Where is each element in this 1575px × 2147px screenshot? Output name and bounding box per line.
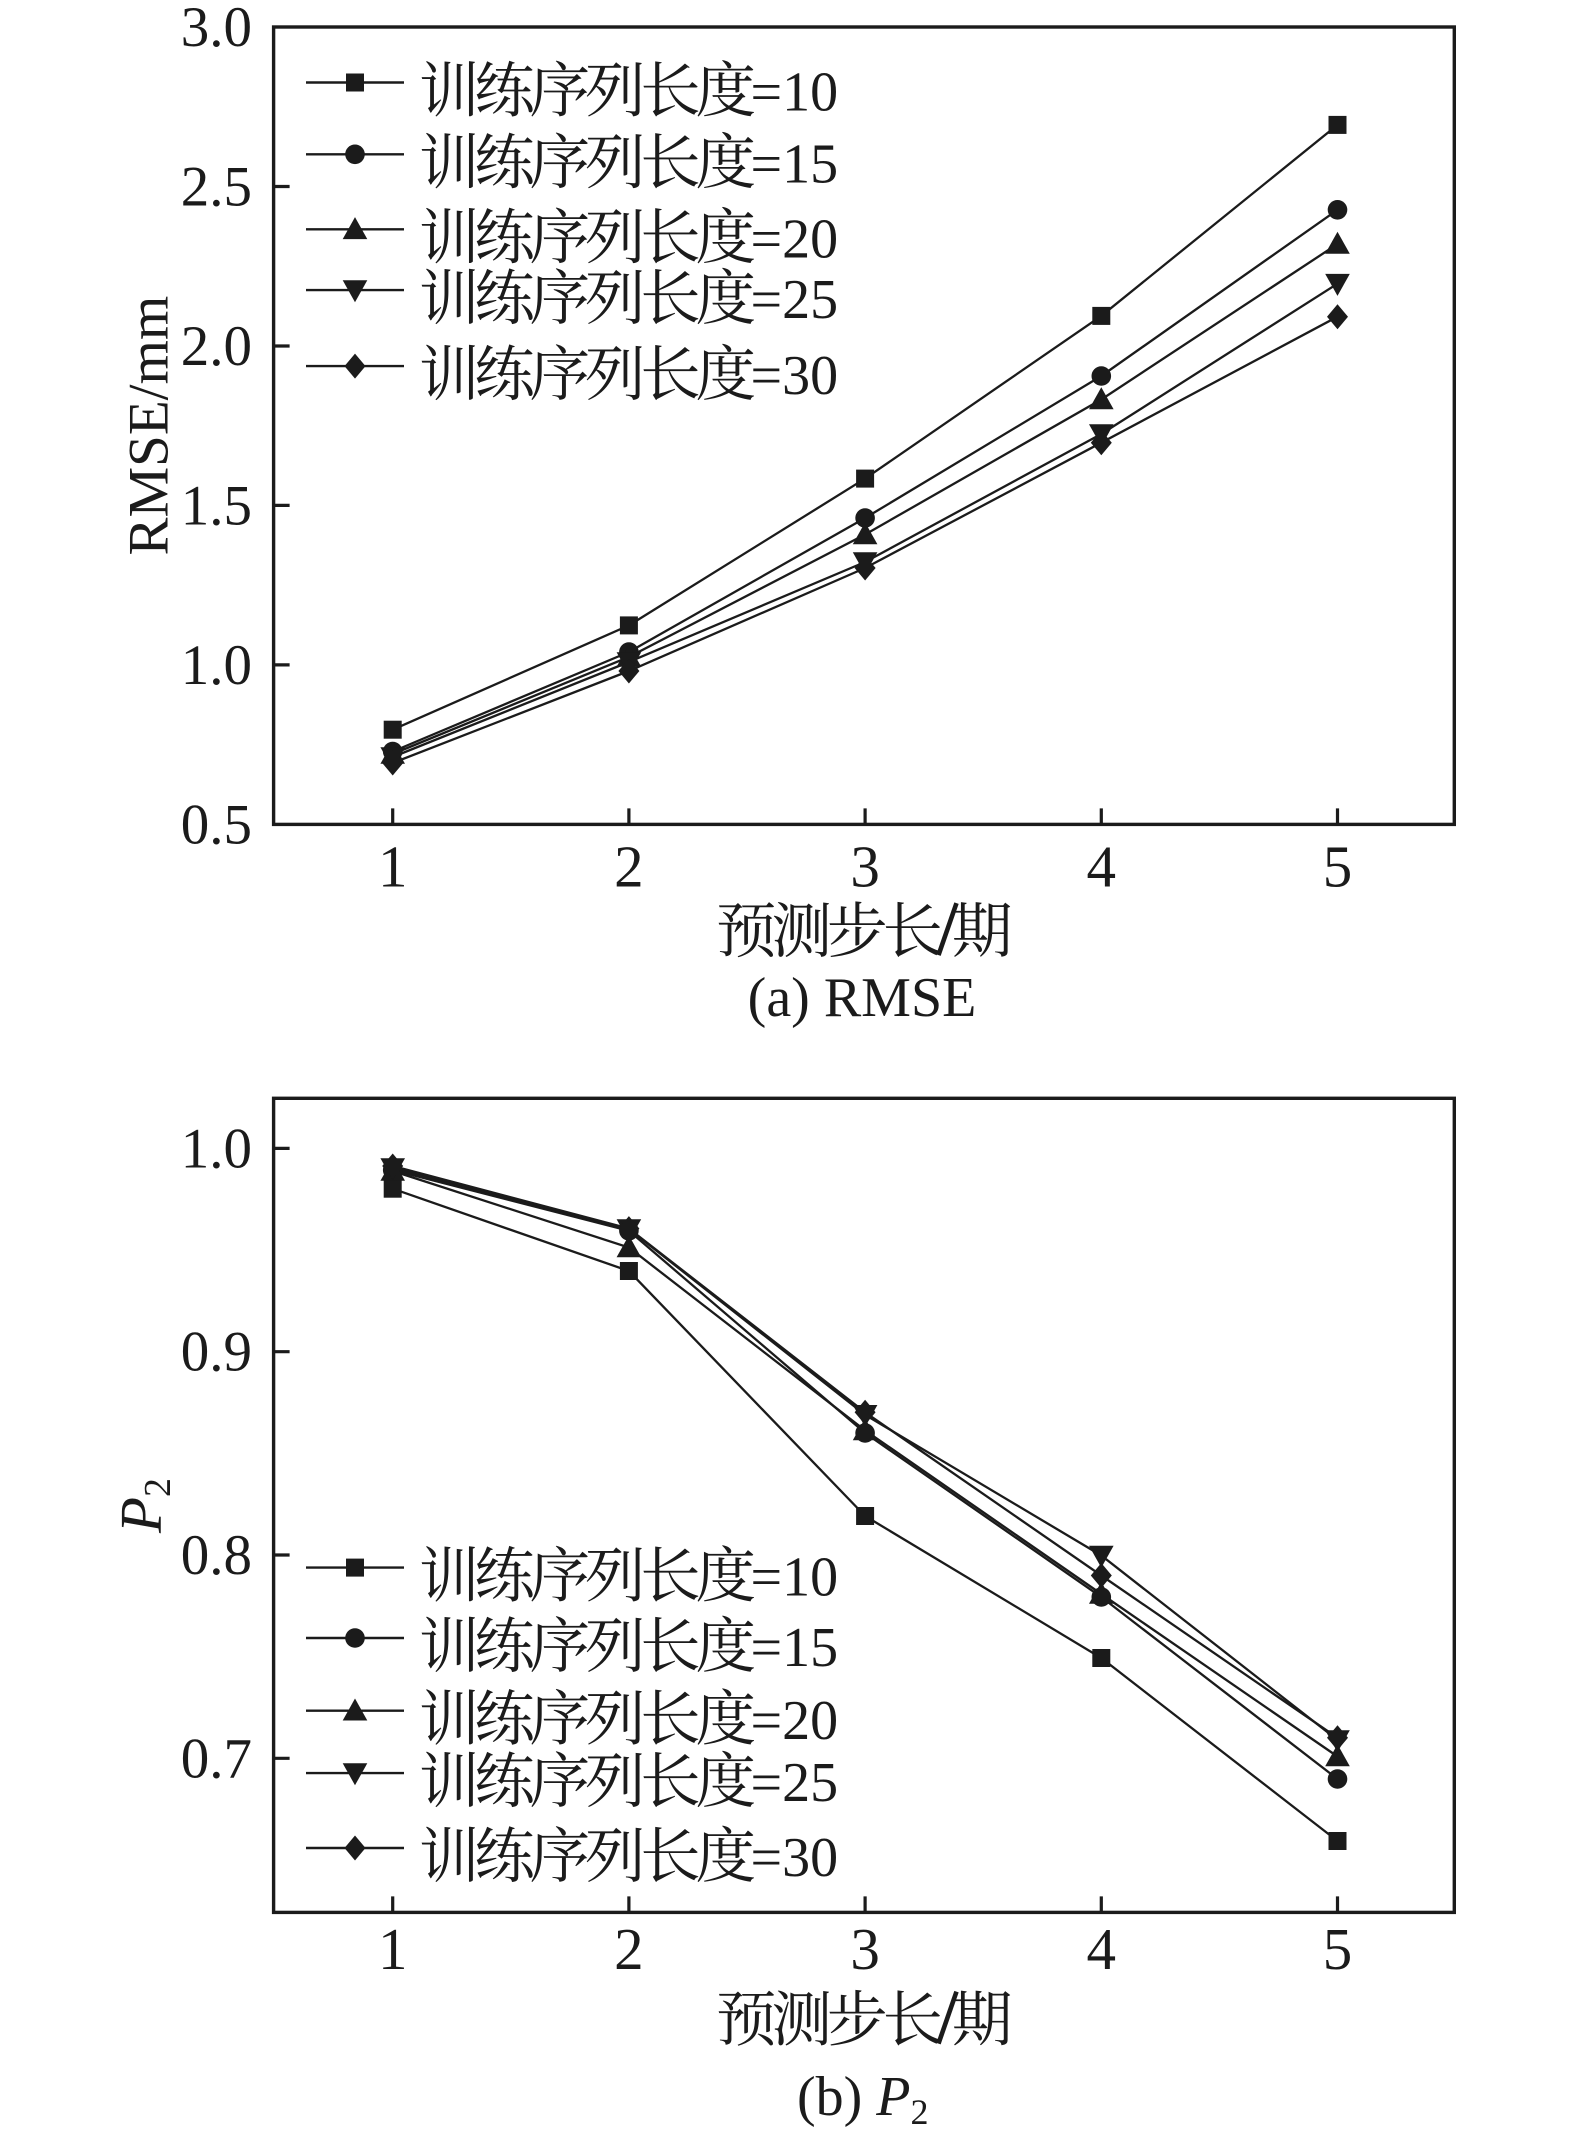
svg-text:1.5: 1.5 [181, 474, 252, 537]
svg-text:=25: =25 [751, 269, 839, 331]
svg-text:4: 4 [1087, 833, 1117, 899]
svg-text:=20: =20 [751, 1690, 839, 1752]
svg-text:=25: =25 [751, 1752, 839, 1814]
svg-text:(b) P2: (b) P2 [797, 2066, 929, 2132]
svg-text:2.5: 2.5 [181, 156, 252, 219]
svg-text:0.8: 0.8 [181, 1524, 252, 1587]
svg-text:P2: P2 [108, 1478, 179, 1534]
svg-text:4: 4 [1087, 1916, 1117, 1982]
svg-text:1: 1 [378, 833, 408, 899]
svg-text:1: 1 [378, 1916, 408, 1982]
svg-text:3: 3 [850, 833, 880, 899]
svg-text:=10: =10 [751, 62, 839, 124]
svg-text:5: 5 [1323, 833, 1353, 899]
svg-text:=30: =30 [751, 1827, 839, 1889]
svg-text:3.0: 3.0 [181, 0, 252, 59]
svg-text:=30: =30 [751, 345, 839, 407]
svg-text:0.5: 0.5 [181, 793, 252, 856]
svg-text:0.9: 0.9 [181, 1321, 252, 1384]
svg-text:(a) RMSE: (a) RMSE [748, 967, 977, 1029]
svg-text:RMSE/mm: RMSE/mm [118, 296, 181, 556]
svg-text:=15: =15 [751, 133, 839, 195]
svg-text:=20: =20 [751, 208, 839, 270]
svg-text:2.0: 2.0 [181, 315, 252, 378]
svg-text:2: 2 [614, 1916, 644, 1982]
svg-text:5: 5 [1323, 1916, 1353, 1982]
svg-text:=10: =10 [751, 1547, 839, 1609]
svg-text:2: 2 [614, 833, 644, 899]
svg-text:=15: =15 [751, 1617, 839, 1679]
svg-text:1.0: 1.0 [181, 634, 252, 697]
svg-text:1.0: 1.0 [181, 1117, 252, 1180]
svg-text:3: 3 [850, 1916, 880, 1982]
svg-text:0.7: 0.7 [181, 1727, 252, 1790]
